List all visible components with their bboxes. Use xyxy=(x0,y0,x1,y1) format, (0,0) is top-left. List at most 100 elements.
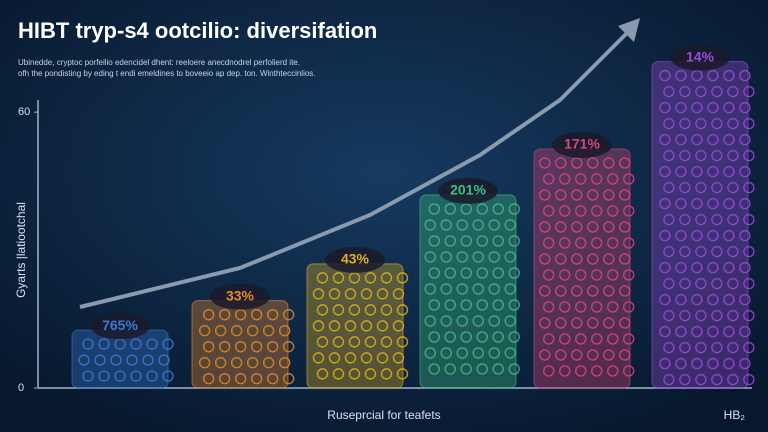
icon xyxy=(332,304,345,316)
icon xyxy=(659,293,671,306)
icon xyxy=(428,331,440,343)
icon xyxy=(543,301,555,313)
icon xyxy=(504,219,516,231)
icon xyxy=(218,308,231,321)
icon xyxy=(743,309,755,322)
icon xyxy=(476,203,488,215)
icon xyxy=(142,354,154,366)
icon xyxy=(278,324,291,337)
icon xyxy=(603,157,615,169)
icon xyxy=(739,133,751,146)
icon xyxy=(444,363,456,375)
icon xyxy=(460,267,472,279)
icon xyxy=(488,347,500,359)
icon xyxy=(364,272,377,284)
icon xyxy=(691,293,703,306)
icon xyxy=(250,308,263,321)
icon xyxy=(727,149,739,162)
icon xyxy=(440,251,452,263)
icon xyxy=(695,181,707,194)
icon xyxy=(559,205,571,217)
icon xyxy=(679,309,691,322)
icon xyxy=(348,272,361,284)
icon xyxy=(456,219,468,231)
icon xyxy=(198,356,211,369)
y-axis-label: Gyarts |latiootchal xyxy=(14,202,28,298)
icon xyxy=(348,336,361,348)
icon xyxy=(316,336,329,348)
icon xyxy=(492,235,504,247)
icon xyxy=(380,304,393,316)
icon xyxy=(575,237,587,249)
icon xyxy=(623,365,635,377)
subtitle: Ubinedde, cryptoc porfeilio edencidel dh… xyxy=(18,58,300,67)
icon xyxy=(659,229,671,242)
icon xyxy=(727,373,739,386)
icon xyxy=(126,354,138,366)
icon xyxy=(278,356,291,369)
icon xyxy=(250,340,263,353)
icon xyxy=(246,324,259,337)
icon xyxy=(691,101,703,114)
icon xyxy=(659,197,671,210)
icon xyxy=(444,235,456,247)
icon xyxy=(424,251,436,263)
icon xyxy=(587,157,599,169)
icon xyxy=(440,315,452,327)
icon xyxy=(679,277,691,290)
icon xyxy=(543,173,555,185)
icon xyxy=(555,349,567,361)
icon xyxy=(266,308,279,321)
icon xyxy=(711,213,723,226)
icon xyxy=(707,229,719,242)
icon xyxy=(675,165,687,178)
icon xyxy=(162,370,174,382)
icon xyxy=(460,203,472,215)
bar-label: 201% xyxy=(450,182,486,198)
label-badge xyxy=(325,246,385,273)
icon xyxy=(198,324,211,337)
icon xyxy=(619,285,631,297)
icon xyxy=(360,288,373,300)
icon xyxy=(743,85,755,98)
icon xyxy=(575,333,587,345)
icon xyxy=(332,336,345,348)
icon xyxy=(691,69,703,82)
icon xyxy=(472,283,484,295)
icon xyxy=(488,251,500,263)
icon xyxy=(663,373,675,386)
icon xyxy=(739,197,751,210)
icon xyxy=(444,267,456,279)
icon xyxy=(591,365,603,377)
icon xyxy=(707,133,719,146)
icon xyxy=(691,165,703,178)
icon xyxy=(571,253,583,265)
icon xyxy=(428,235,440,247)
icon xyxy=(711,341,723,354)
icon xyxy=(575,173,587,185)
icon xyxy=(328,320,341,332)
icon xyxy=(364,336,377,348)
icon xyxy=(695,117,707,130)
icon xyxy=(591,333,603,345)
icon xyxy=(743,149,755,162)
icon xyxy=(440,347,452,359)
icon xyxy=(571,285,583,297)
icon xyxy=(739,101,751,114)
icon xyxy=(202,340,215,353)
icon xyxy=(675,133,687,146)
icon xyxy=(424,219,436,231)
icon xyxy=(246,356,259,369)
icon xyxy=(739,261,751,274)
icon xyxy=(587,221,599,233)
label-badge xyxy=(438,177,498,204)
icon xyxy=(266,372,279,385)
icon xyxy=(316,368,329,380)
icon xyxy=(428,203,440,215)
icon xyxy=(711,277,723,290)
icon xyxy=(739,357,751,370)
icon xyxy=(360,320,373,332)
icon xyxy=(711,85,723,98)
icon xyxy=(603,189,615,201)
icon xyxy=(456,347,468,359)
